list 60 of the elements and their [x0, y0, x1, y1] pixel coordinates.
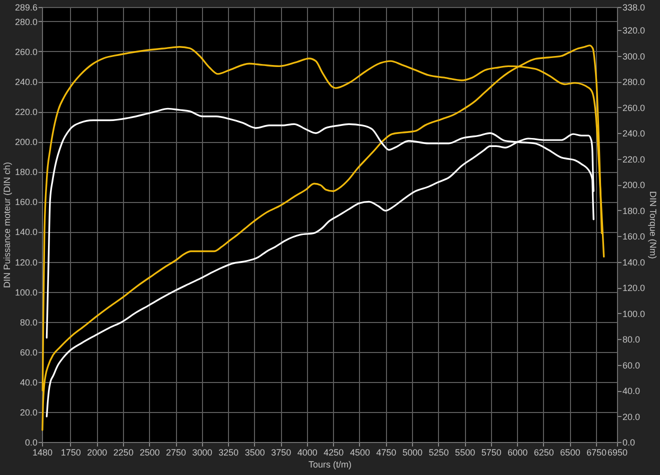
y-axis-title: DIN Puissance moteur (DIN ch) [2, 162, 12, 288]
y2-tick-label: 180.0 [622, 206, 646, 216]
y-tick-label: 0.0 [24, 438, 38, 448]
x-tick-label: 4500 [350, 448, 370, 458]
x-tick-label: 2250 [113, 448, 134, 458]
x-tick-label: 4750 [376, 448, 396, 458]
x-tick-label: 5000 [402, 448, 423, 458]
y2-tick-label: 60.0 [622, 360, 640, 370]
y-tick-label: 200.0 [14, 137, 38, 148]
y-tick-label: 180.0 [14, 167, 38, 178]
y2-tick-label: 20.0 [622, 412, 640, 422]
x-tick-label: 6950 [607, 448, 628, 458]
x-tick-label: 3000 [192, 448, 212, 458]
x-tick-label: 3500 [244, 448, 265, 458]
x-tick-label: 6250 [534, 448, 554, 458]
y2-tick-label: 120.0 [622, 283, 646, 294]
x-tick-label: 3750 [271, 448, 292, 458]
x-tick-label: 1480 [32, 448, 53, 458]
y-tick-label: 120.0 [14, 257, 38, 268]
y2-tick-label: 100.0 [622, 308, 646, 319]
y2-tick-label: 160.0 [622, 232, 646, 242]
y-tick-label: 140.0 [14, 227, 38, 238]
y2-tick-label: 320.0 [622, 26, 646, 36]
y2-tick-label: 300.0 [622, 51, 646, 62]
y2-axis-title: DIN Torque (Nm) [648, 191, 658, 259]
y-tick-label: 220.0 [14, 107, 38, 118]
x-tick-label: 5500 [455, 448, 476, 458]
y-tick-label: 289.6 [14, 2, 38, 12]
y2-tick-label: 40.0 [622, 386, 640, 396]
x-tick-label: 6750 [586, 448, 606, 458]
y-tick-label: 260.0 [14, 46, 38, 57]
y-tick-label: 80.0 [20, 317, 38, 328]
x-tick-label: 2750 [166, 448, 186, 458]
x-tick-label: 5750 [481, 448, 502, 458]
x-tick-label: 2000 [87, 448, 108, 458]
x-tick-label: 5250 [428, 448, 449, 458]
y2-tick-label: 280.0 [622, 77, 646, 88]
y2-tick-label: 200.0 [622, 180, 646, 190]
y-tick-label: 240.0 [14, 77, 38, 88]
y-tick-label: 280.0 [14, 16, 38, 27]
y-tick-label: 40.0 [20, 377, 38, 388]
x-tick-label: 1750 [60, 448, 81, 458]
y2-tick-label: 220.0 [622, 154, 646, 164]
y2-tick-label: 0.0 [622, 438, 636, 448]
y2-tick-label: 80.0 [622, 334, 640, 345]
x-tick-label: 4000 [297, 448, 318, 458]
y2-tick-label: 338.0 [622, 2, 646, 12]
x-tick-label: 6000 [508, 448, 528, 458]
x-tick-label: 3250 [218, 448, 239, 458]
y-tick-label: 160.0 [14, 197, 38, 208]
y-tick-label: 60.0 [20, 347, 38, 358]
x-tick-label: 6500 [560, 448, 580, 458]
x-tick-label: 4250 [324, 448, 344, 458]
x-axis-title: Tours (t/m) [308, 460, 352, 470]
y-tick-label: 100.0 [14, 287, 38, 298]
y2-tick-label: 140.0 [622, 257, 646, 268]
y-tick-label: 20.0 [20, 407, 38, 418]
x-tick-label: 2500 [140, 448, 160, 458]
y2-tick-label: 260.0 [622, 102, 646, 113]
y2-tick-label: 240.0 [622, 128, 646, 139]
